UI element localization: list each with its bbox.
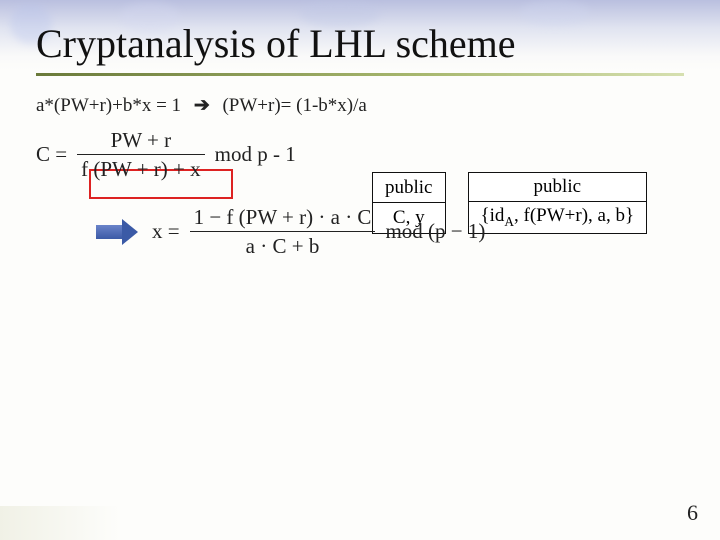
block-arrow-icon <box>96 221 138 243</box>
page-title: Cryptanalysis of LHL scheme <box>36 20 684 67</box>
eq-c-prefix: C = <box>36 142 67 167</box>
frac-x-den: a · C + b <box>242 234 324 258</box>
eq-x-prefix: x = <box>152 219 180 244</box>
frac-c-num: PW + r <box>107 128 175 152</box>
eq-x-suffix: mod (p − 1) <box>385 219 485 244</box>
arrow-icon: ➔ <box>194 95 210 116</box>
frac-c-den: f (PW + r) + x <box>77 157 205 181</box>
frac-bar <box>77 154 205 155</box>
frac-x-num: 1 − f (PW + r) · a · C <box>190 205 376 229</box>
fraction-c: PW + r f (PW + r) + x <box>77 128 205 182</box>
eq-c-suffix: mod p - 1 <box>215 142 296 167</box>
eq1-lhs: a*(PW+r)+b*x = 1 <box>36 95 181 116</box>
slide-content: Cryptanalysis of LHL scheme a*(PW+r)+b*x… <box>0 0 720 540</box>
fraction-x: 1 − f (PW + r) · a · C a · C + b <box>190 205 376 259</box>
equation-x: x = 1 − f (PW + r) · a · C a · C + b mod… <box>96 205 684 259</box>
title-underline <box>36 73 684 76</box>
frac-bar <box>190 231 376 232</box>
equation-c: C = PW + r f (PW + r) + x mod p - 1 <box>36 127 684 183</box>
eq1-rhs: (PW+r)= (1-b*x)/a <box>222 95 366 116</box>
equation-1: a*(PW+r)+b*x = 1 ➔ (PW+r)= (1-b*x)/a <box>36 94 684 117</box>
